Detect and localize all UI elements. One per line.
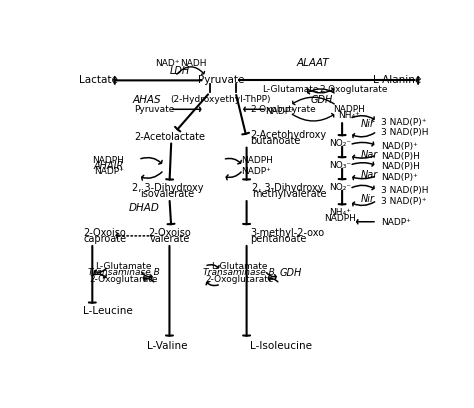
Text: ALAAT: ALAAT [296, 58, 329, 68]
Text: NADP⁺: NADP⁺ [94, 167, 124, 176]
Text: 2-Acetolactate: 2-Acetolactate [134, 132, 205, 142]
Text: NAD(P)⁺: NAD(P)⁺ [381, 173, 418, 182]
Text: valerate: valerate [149, 234, 190, 244]
Text: methylvalerate: methylvalerate [252, 189, 327, 199]
Text: Nar: Nar [360, 170, 378, 180]
Text: 3 NAD(P)⁺: 3 NAD(P)⁺ [381, 118, 426, 127]
Text: Nar: Nar [360, 150, 378, 160]
Text: 2, 3-Dihydroxy: 2, 3-Dihydroxy [132, 183, 203, 193]
Text: butanoate: butanoate [250, 136, 301, 146]
Text: L-Leucine: L-Leucine [83, 306, 133, 316]
Text: NADP⁺: NADP⁺ [264, 107, 295, 116]
Text: 3 NAD(P)H: 3 NAD(P)H [381, 186, 428, 195]
Text: DHAD: DHAD [129, 203, 160, 213]
Text: 2-Acetohydroxy: 2-Acetohydroxy [250, 130, 327, 140]
Text: NO₂⁻: NO₂⁻ [329, 183, 351, 192]
Text: L-Glutamate: L-Glutamate [95, 262, 152, 271]
Text: AHAS: AHAS [133, 95, 161, 105]
Text: L-Alanine: L-Alanine [373, 75, 421, 85]
Text: NAD(P)H: NAD(P)H [381, 152, 419, 161]
Text: NADPH: NADPH [91, 156, 124, 165]
Text: caproate: caproate [83, 234, 126, 244]
Text: NADH: NADH [180, 59, 207, 68]
Text: 3 NAD(P)⁺: 3 NAD(P)⁺ [381, 197, 426, 206]
Text: L-Valine: L-Valine [147, 341, 188, 351]
Text: Pyruvate: Pyruvate [198, 75, 244, 85]
Text: AHAIR: AHAIR [93, 161, 124, 171]
Text: Pyruvate: Pyruvate [135, 105, 175, 114]
Text: NAD(P)⁺: NAD(P)⁺ [381, 142, 418, 151]
Text: NADP⁺: NADP⁺ [241, 167, 271, 176]
Text: NAD(P)H: NAD(P)H [381, 162, 419, 171]
Text: GDH: GDH [311, 95, 333, 105]
Text: 3-methyl-2-oxo: 3-methyl-2-oxo [250, 228, 324, 238]
Text: pentanoate: pentanoate [250, 234, 307, 244]
Text: 2-Oxoglutarate: 2-Oxoglutarate [205, 275, 273, 284]
Text: Lactate: Lactate [80, 75, 118, 85]
Text: Transaminase B: Transaminase B [203, 268, 275, 277]
Text: NO₃⁻: NO₃⁻ [329, 161, 351, 170]
Text: isovalerate: isovalerate [141, 189, 195, 199]
Text: Nir: Nir [360, 119, 374, 129]
Text: L-Glutamate: L-Glutamate [211, 262, 267, 271]
Text: NADPH: NADPH [324, 214, 356, 223]
Text: (2-Hydroxyethyl-ThPP): (2-Hydroxyethyl-ThPP) [171, 95, 271, 104]
Text: 2-Oxobutyrate: 2-Oxobutyrate [250, 105, 316, 114]
Text: NADPH: NADPH [241, 156, 273, 165]
Text: 2-Oxoiso: 2-Oxoiso [148, 228, 191, 238]
Text: L-Glutamate: L-Glutamate [263, 85, 319, 94]
Text: NAD⁺: NAD⁺ [155, 59, 180, 68]
Text: 2-Oxoglutarate: 2-Oxoglutarate [319, 85, 387, 94]
Text: 2-Oxoglutarate: 2-Oxoglutarate [89, 275, 158, 284]
Text: 3 NAD(P)H: 3 NAD(P)H [381, 129, 428, 137]
Text: NH₄⁺: NH₄⁺ [329, 208, 351, 217]
Text: NO₂⁻: NO₂⁻ [329, 139, 351, 148]
Text: LDH: LDH [170, 66, 190, 76]
Text: NH₄⁺: NH₄⁺ [338, 111, 360, 120]
Text: GDH: GDH [280, 268, 302, 278]
Text: 2-Oxoiso: 2-Oxoiso [83, 228, 126, 238]
Text: L-Isoleucine: L-Isoleucine [250, 341, 312, 351]
Text: NADP⁺: NADP⁺ [381, 218, 410, 227]
Text: Nir: Nir [360, 194, 374, 204]
Text: Transaminase B: Transaminase B [88, 268, 159, 277]
Text: 2, 3-Dihydroxy: 2, 3-Dihydroxy [252, 183, 324, 193]
Text: NADPH: NADPH [334, 105, 365, 114]
